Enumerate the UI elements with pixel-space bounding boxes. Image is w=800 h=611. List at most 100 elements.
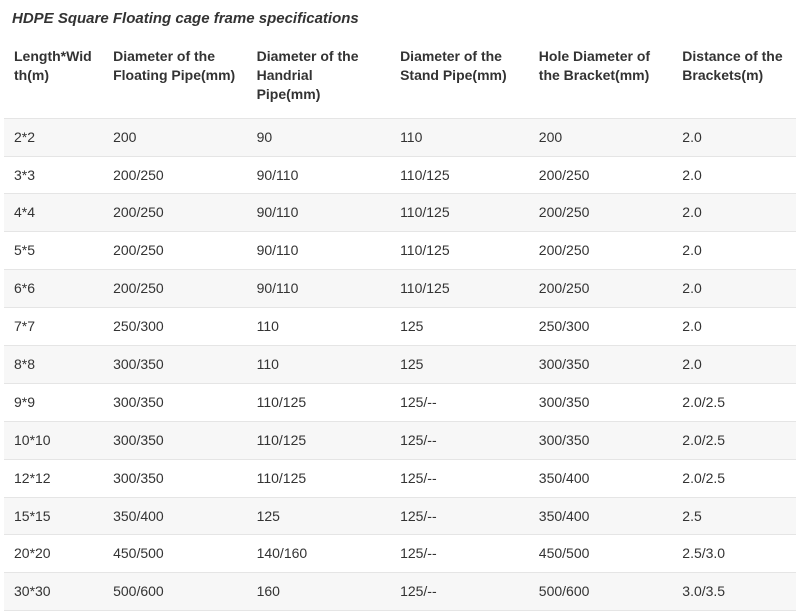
table-cell: 110/125 [247, 421, 390, 459]
table-cell: 2.0/2.5 [672, 421, 796, 459]
table-head-row: Length*Width(m) Diameter of the Floating… [4, 37, 796, 118]
table-cell: 2.0 [672, 194, 796, 232]
table-cell: 10*10 [4, 421, 103, 459]
table-cell: 30*30 [4, 573, 103, 611]
table-cell: 125/-- [390, 497, 529, 535]
table-row: 3*3200/25090/110110/125200/2502.0 [4, 156, 796, 194]
table-cell: 300/350 [103, 421, 246, 459]
table-row: 4*4200/25090/110110/125200/2502.0 [4, 194, 796, 232]
table-row: 10*10300/350110/125125/--300/3502.0/2.5 [4, 421, 796, 459]
table-cell: 200 [103, 118, 246, 156]
table-cell: 450/500 [529, 535, 672, 573]
table-cell: 300/350 [103, 383, 246, 421]
table-row: 5*5200/25090/110110/125200/2502.0 [4, 232, 796, 270]
table-cell: 9*9 [4, 383, 103, 421]
page-wrap: HDPE Square Floating cage frame specific… [0, 0, 800, 611]
table-cell: 125/-- [390, 459, 529, 497]
col-header: Length*Width(m) [4, 37, 103, 118]
table-cell: 8*8 [4, 346, 103, 384]
table-cell: 350/400 [529, 497, 672, 535]
table-cell: 2.0/2.5 [672, 383, 796, 421]
table-cell: 2.0 [672, 118, 796, 156]
table-cell: 500/600 [103, 573, 246, 611]
col-header: Distance of the Brackets(m) [672, 37, 796, 118]
table-row: 12*12300/350110/125125/--350/4002.0/2.5 [4, 459, 796, 497]
table-cell: 125/-- [390, 535, 529, 573]
col-header: Diameter of the Floating Pipe(mm) [103, 37, 246, 118]
table-cell: 2.0 [672, 346, 796, 384]
table-cell: 110/125 [390, 232, 529, 270]
table-cell: 300/350 [103, 459, 246, 497]
table-cell: 90/110 [247, 156, 390, 194]
table-cell: 2.0/2.5 [672, 459, 796, 497]
table-cell: 3.0/3.5 [672, 573, 796, 611]
table-cell: 200 [529, 118, 672, 156]
table-cell: 140/160 [247, 535, 390, 573]
table-cell: 6*6 [4, 270, 103, 308]
table-cell: 160 [247, 573, 390, 611]
table-cell: 450/500 [103, 535, 246, 573]
col-header: Hole Diameter of the Bracket(mm) [529, 37, 672, 118]
table-row: 30*30500/600160125/--500/6003.0/3.5 [4, 573, 796, 611]
table-cell: 200/250 [529, 232, 672, 270]
table-cell: 90/110 [247, 232, 390, 270]
table-cell: 110/125 [247, 383, 390, 421]
table-row: 8*8300/350110125300/3502.0 [4, 346, 796, 384]
table-cell: 3*3 [4, 156, 103, 194]
table-cell: 125 [390, 308, 529, 346]
table-cell: 5*5 [4, 232, 103, 270]
table-cell: 200/250 [529, 194, 672, 232]
table-cell: 110 [247, 308, 390, 346]
table-cell: 500/600 [529, 573, 672, 611]
table-cell: 110/125 [390, 270, 529, 308]
table-cell: 110 [247, 346, 390, 384]
table-cell: 2*2 [4, 118, 103, 156]
table-row: 9*9300/350110/125125/--300/3502.0/2.5 [4, 383, 796, 421]
table-cell: 350/400 [529, 459, 672, 497]
table-cell: 125 [247, 497, 390, 535]
table-cell: 110/125 [247, 459, 390, 497]
table-cell: 125/-- [390, 383, 529, 421]
table-cell: 300/350 [529, 346, 672, 384]
table-row: 20*20450/500140/160125/--450/5002.5/3.0 [4, 535, 796, 573]
table-cell: 110/125 [390, 194, 529, 232]
table-cell: 90/110 [247, 194, 390, 232]
table-cell: 15*15 [4, 497, 103, 535]
table-body: 2*2200901102002.03*3200/25090/110110/125… [4, 118, 796, 611]
table-row: 7*7250/300110125250/3002.0 [4, 308, 796, 346]
table-cell: 300/350 [529, 383, 672, 421]
table-cell: 200/250 [103, 232, 246, 270]
table-cell: 125 [390, 346, 529, 384]
table-row: 2*2200901102002.0 [4, 118, 796, 156]
col-header: Diameter of the Handrial Pipe(mm) [247, 37, 390, 118]
table-cell: 2.0 [672, 308, 796, 346]
table-cell: 2.0 [672, 270, 796, 308]
table-head: Length*Width(m) Diameter of the Floating… [4, 37, 796, 118]
table-cell: 110/125 [390, 156, 529, 194]
table-cell: 125/-- [390, 421, 529, 459]
table-cell: 2.0 [672, 156, 796, 194]
table-cell: 200/250 [529, 270, 672, 308]
table-cell: 350/400 [103, 497, 246, 535]
table-cell: 90 [247, 118, 390, 156]
table-cell: 200/250 [529, 156, 672, 194]
table-title: HDPE Square Floating cage frame specific… [4, 6, 796, 37]
table-cell: 2.5/3.0 [672, 535, 796, 573]
col-header: Diameter of the Stand Pipe(mm) [390, 37, 529, 118]
table-cell: 300/350 [103, 346, 246, 384]
table-cell: 110 [390, 118, 529, 156]
table-cell: 200/250 [103, 270, 246, 308]
table-row: 6*6200/25090/110110/125200/2502.0 [4, 270, 796, 308]
table-cell: 125/-- [390, 573, 529, 611]
table-row: 15*15350/400125125/--350/4002.5 [4, 497, 796, 535]
table-cell: 300/350 [529, 421, 672, 459]
table-cell: 90/110 [247, 270, 390, 308]
table-cell: 4*4 [4, 194, 103, 232]
table-cell: 7*7 [4, 308, 103, 346]
table-cell: 2.0 [672, 232, 796, 270]
table-cell: 12*12 [4, 459, 103, 497]
table-cell: 200/250 [103, 156, 246, 194]
table-cell: 250/300 [529, 308, 672, 346]
table-cell: 250/300 [103, 308, 246, 346]
table-cell: 2.5 [672, 497, 796, 535]
